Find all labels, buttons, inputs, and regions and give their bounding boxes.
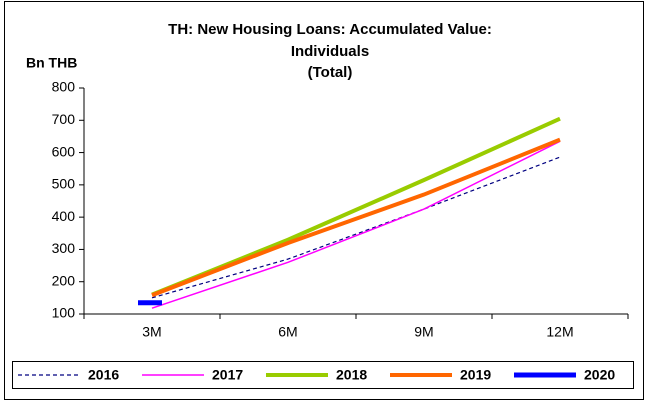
y-tick-label: 800 [52,79,76,95]
y-tick-label: 300 [52,240,76,256]
y-tick-label: 100 [52,305,76,321]
series-line [151,137,561,298]
y-tick-label: 400 [52,208,76,224]
x-tick-label: 6M [278,324,297,340]
y-axis-label: Bn THB [26,55,77,71]
series-line [151,156,561,299]
legend-label: 2016 [88,367,119,383]
legend-label: 2020 [584,367,615,383]
legend-label: 2017 [212,367,243,383]
series-line [151,140,561,309]
chart-title: (Total) [308,64,353,81]
x-tick-label: 3M [142,324,161,340]
y-tick-label: 600 [52,143,76,159]
y-tick-label: 200 [52,272,76,288]
y-tick-label: 500 [52,176,76,192]
y-tick-label: 700 [52,111,76,127]
chart-frame [4,1,644,400]
x-tick-label: 12M [546,324,573,340]
chart-title: TH: New Housing Loans: Accumulated Value… [168,21,492,38]
legend-label: 2018 [336,367,367,383]
chart-title: Individuals [291,43,369,60]
x-tick-label: 9M [414,324,433,340]
legend-label: 2019 [460,367,491,383]
